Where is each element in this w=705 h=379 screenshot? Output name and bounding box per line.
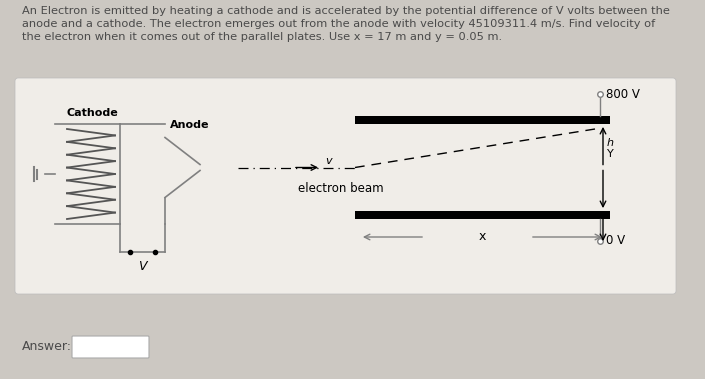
- Text: Anode: Anode: [170, 121, 209, 130]
- Text: Cathode: Cathode: [67, 108, 118, 118]
- Text: Answer:: Answer:: [22, 340, 72, 354]
- Text: the electron when it comes out of the parallel plates. Use x = 17 m and y = 0.05: the electron when it comes out of the pa…: [22, 32, 502, 42]
- Text: Y: Y: [607, 149, 614, 159]
- Text: 0 V: 0 V: [606, 235, 625, 247]
- Bar: [355, 116, 610, 124]
- Bar: [355, 211, 610, 219]
- Text: v: v: [325, 157, 331, 166]
- FancyBboxPatch shape: [72, 336, 149, 358]
- Text: 800 V: 800 V: [606, 88, 640, 100]
- Text: h: h: [607, 138, 614, 148]
- Text: anode and a cathode. The electron emerges out from the anode with velocity 45109: anode and a cathode. The electron emerge…: [22, 19, 655, 29]
- FancyBboxPatch shape: [15, 78, 676, 294]
- Text: An Electron is emitted by heating a cathode and is accelerated by the potential : An Electron is emitted by heating a cath…: [22, 6, 670, 16]
- Text: electron beam: electron beam: [298, 182, 384, 194]
- Text: V: V: [138, 260, 147, 273]
- Text: x: x: [479, 230, 486, 243]
